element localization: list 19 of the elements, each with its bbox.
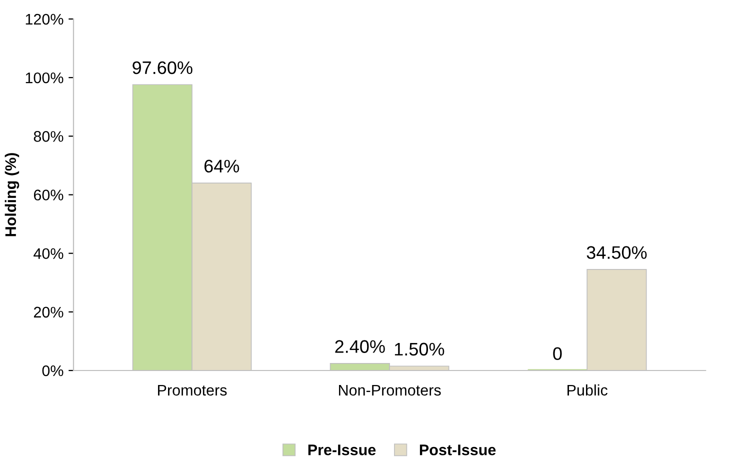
y-tick-label: 100% [26, 72, 64, 84]
data-label: 64% [204, 160, 240, 173]
data-label: 97.60% [132, 61, 192, 74]
y-tick-label: 40% [34, 248, 64, 260]
y-tick-label: 80% [34, 131, 64, 142]
y-tick-label: 0% [42, 365, 64, 376]
y-axis-title: Holding (%) [4, 153, 20, 236]
legend-label: Pre-Issue [308, 444, 376, 456]
y-tick-label: 20% [34, 306, 64, 318]
x-tick-label: Non-Promoters [339, 384, 441, 396]
data-label: 34.50% [586, 246, 647, 259]
data-label: 1.50% [394, 342, 444, 356]
x-tick-label: Public [568, 384, 608, 396]
legend-label: Post-Issue [420, 444, 496, 456]
x-tick-label: Promoters [158, 384, 227, 396]
y-tick-label: 120% [26, 14, 64, 25]
data-label: 0 [553, 347, 562, 360]
y-tick-label: 60% [34, 190, 64, 200]
data-label: 2.40% [335, 340, 385, 353]
